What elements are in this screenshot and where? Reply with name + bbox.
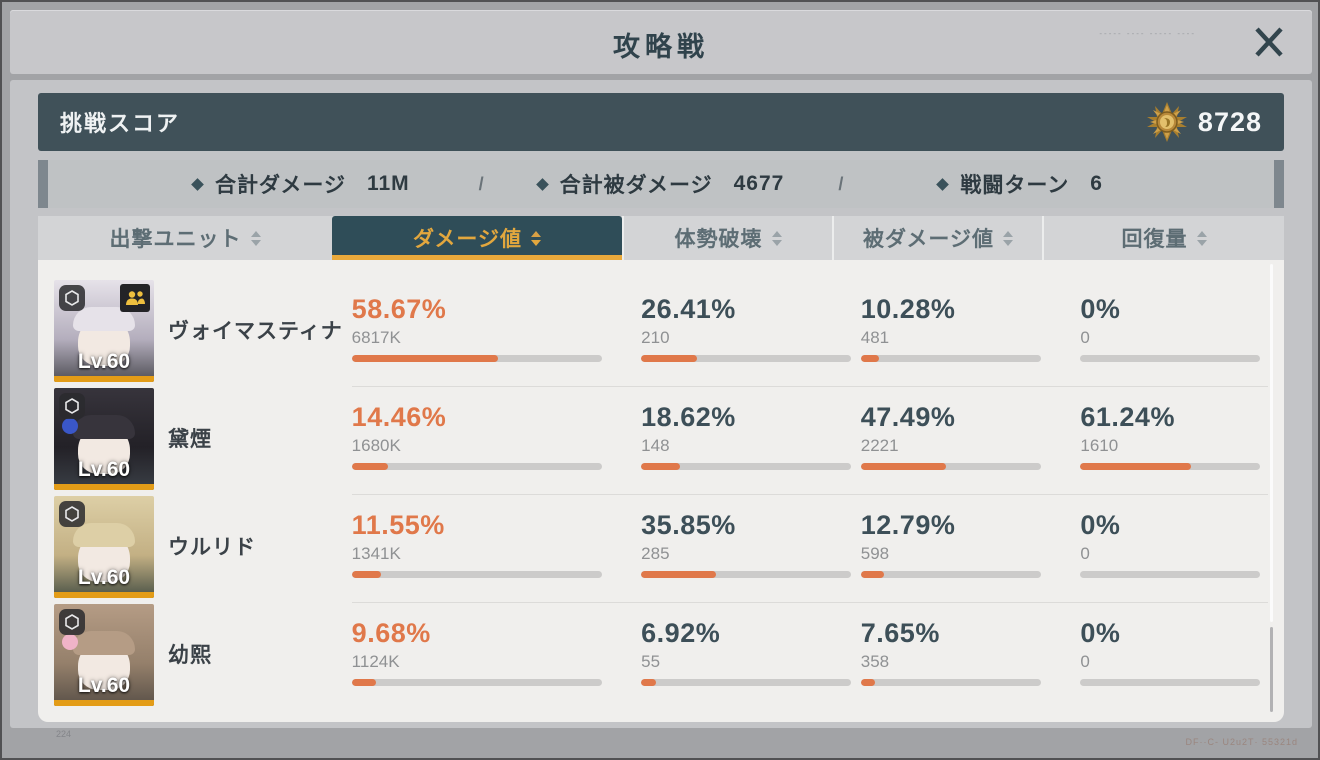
sort-arrows-icon xyxy=(771,230,782,246)
tab-recovery[interactable]: 回復量 xyxy=(1042,216,1284,260)
medal-icon xyxy=(1146,102,1187,142)
stat-value: 6817K xyxy=(351,328,401,347)
battle-turns-stat: 戦闘ターン 6 xyxy=(847,169,1194,199)
scrollbar-thumb[interactable] xyxy=(1270,264,1273,623)
sort-arrows-icon xyxy=(530,230,541,246)
total-damage-stat: 合計ダメージ 11M xyxy=(128,169,475,199)
titlebar: 攻略戦 ‐‐‐‐‐ ‐‐‐‐ ‐‐‐‐‐ ‐‐‐‐ xyxy=(10,10,1312,74)
damage-stat-cell: 14.46% 1680K xyxy=(351,386,641,494)
tab-damage-taken[interactable]: 被ダメージ値 xyxy=(832,216,1042,260)
stat-percent: 58.67% xyxy=(351,294,447,324)
avatar-rank-strip xyxy=(54,592,154,598)
page-title: 攻略戦 xyxy=(613,32,709,62)
tab-damage-value[interactable]: ダメージ値 xyxy=(332,216,622,260)
diamond-bullet-icon xyxy=(936,177,950,191)
hair-ornament xyxy=(62,418,78,434)
sort-arrows-icon xyxy=(250,230,261,246)
report-body: 挑戦スコア 8728 合計ダメージ 11M / xyxy=(10,80,1312,728)
table-row[interactable]: Lv.60 ウルリド 11.55% 1341K 35.85% 285 12.79… xyxy=(38,494,1284,602)
score-label: 挑戦スコア xyxy=(60,111,181,136)
avatar-level: Lv.60 xyxy=(77,350,131,373)
stance-break-stat-cell: 26.41% 210 xyxy=(641,278,861,386)
avatar-rank-strip xyxy=(54,376,154,382)
tab-stance-break[interactable]: 体勢破壊 xyxy=(622,216,832,260)
battle-summary-bar: 合計ダメージ 11M / 合計被ダメージ 4677 / 戦闘ターン 6 xyxy=(38,160,1284,208)
shield-badge-icon xyxy=(59,285,85,311)
stat-progress-bar xyxy=(351,355,602,362)
table-row[interactable]: Lv.60 黛煙 14.46% 1680K 18.62% 148 47.49% … xyxy=(38,386,1284,494)
damage-stat-cell: 11.55% 1341K xyxy=(351,494,641,602)
damage-stat-cell: 9.68% 1124K xyxy=(351,602,641,710)
total-damage-taken-stat: 合計被ダメージ 4677 xyxy=(488,169,835,199)
tab-deployed-units[interactable]: 出撃ユニット xyxy=(38,216,332,260)
stat-separator: / xyxy=(478,173,484,194)
avatar-level: Lv.60 xyxy=(77,566,131,589)
character-avatar[interactable]: Lv.60 xyxy=(54,280,154,382)
character-name: 黛煙 xyxy=(168,427,212,451)
avatar-level: Lv.60 xyxy=(77,458,131,481)
recovery-stat-cell: 0% 0 xyxy=(1080,278,1284,386)
recovery-stat-cell: 0% 0 xyxy=(1080,602,1284,710)
avatar-rank-strip xyxy=(54,484,154,490)
character-avatar[interactable]: Lv.60 xyxy=(54,388,154,490)
avatar-level: Lv.60 xyxy=(77,674,131,697)
damage-stat-cell: 58.67% 6817K xyxy=(351,278,641,386)
bottom-left-watermark: 224 xyxy=(56,729,72,739)
stat-separator: / xyxy=(838,173,844,194)
close-button[interactable] xyxy=(1248,21,1290,63)
scrollbar[interactable] xyxy=(1270,264,1273,712)
table-row[interactable]: Lv.60 幼熙 9.68% 1124K 6.92% 55 7.65% 358 xyxy=(38,602,1284,710)
shield-badge-icon xyxy=(59,609,85,635)
bottom-right-watermark: DF··C‐ U2u2T· 55321d xyxy=(1185,737,1298,747)
close-icon xyxy=(1255,27,1283,57)
shield-badge-icon xyxy=(59,393,85,419)
shield-badge-icon xyxy=(59,501,85,527)
sort-arrows-icon xyxy=(1196,230,1207,246)
unit-stats-table: Lv.60 ヴォイマスティナ 58.67% 6817K 26.41% 210 1… xyxy=(38,260,1284,722)
support-unit-badge-icon xyxy=(120,284,150,312)
character-avatar[interactable]: Lv.60 xyxy=(54,496,154,598)
avatar-rank-strip xyxy=(54,700,154,706)
score-value: 8728 xyxy=(1197,106,1262,137)
stance-break-stat-cell: 6.92% 55 xyxy=(641,602,861,710)
diamond-bullet-icon xyxy=(191,177,204,191)
character-name: ウルリド xyxy=(168,535,256,559)
damage-taken-stat-cell: 10.28% 481 xyxy=(860,278,1081,386)
top-right-watermark: ‐‐‐‐‐ ‐‐‐‐ ‐‐‐‐‐ ‐‐‐‐ xyxy=(1099,29,1196,38)
character-name: 幼熙 xyxy=(168,643,212,667)
character-name: ヴォイマスティナ xyxy=(168,319,343,343)
stance-break-stat-cell: 18.62% 148 xyxy=(641,386,861,494)
hair-ornament xyxy=(62,634,78,650)
recovery-stat-cell: 61.24% 1610 xyxy=(1080,386,1284,494)
diamond-bullet-icon xyxy=(535,177,549,191)
recovery-stat-cell: 0% 0 xyxy=(1080,494,1284,602)
stance-break-stat-cell: 35.85% 285 xyxy=(641,494,861,602)
challenge-score-bar: 挑戦スコア 8728 xyxy=(38,93,1284,151)
damage-taken-stat-cell: 47.49% 2221 xyxy=(860,386,1081,494)
table-row[interactable]: Lv.60 ヴォイマスティナ 58.67% 6817K 26.41% 210 1… xyxy=(38,278,1284,386)
character-avatar[interactable]: Lv.60 xyxy=(54,604,154,706)
sort-arrows-icon xyxy=(1002,230,1013,246)
damage-taken-stat-cell: 12.79% 598 xyxy=(860,494,1081,602)
stat-category-tabs: 出撃ユニット ダメージ値 体勢破壊 被ダメージ値 回復量 xyxy=(38,216,1284,260)
damage-taken-stat-cell: 7.65% 358 xyxy=(860,602,1081,710)
